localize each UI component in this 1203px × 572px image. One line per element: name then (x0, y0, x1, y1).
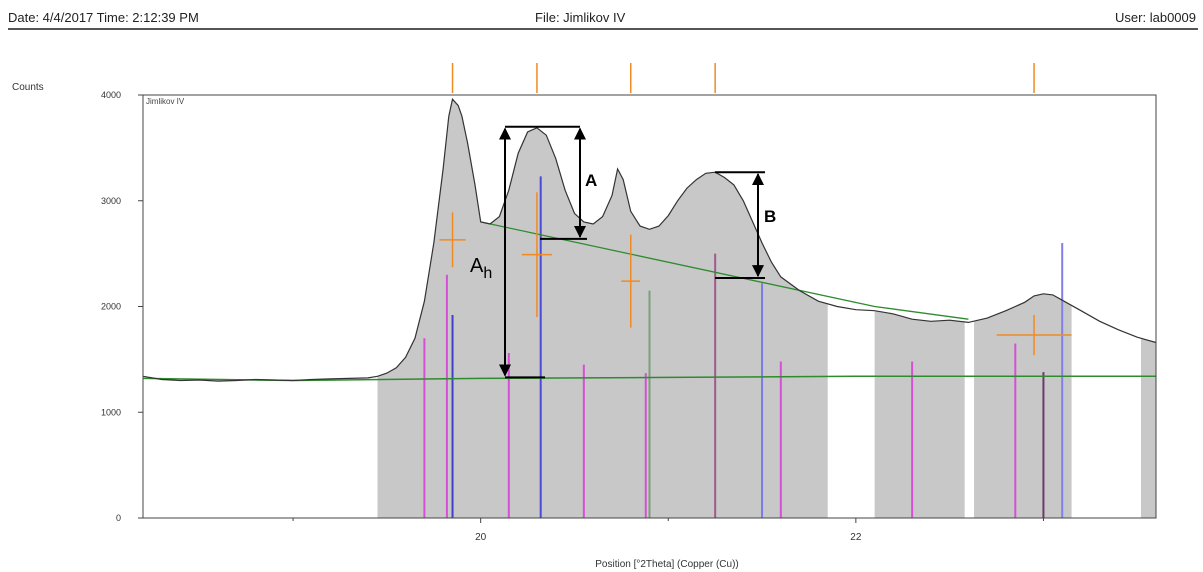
y-tick-label: 3000 (101, 196, 121, 206)
x-tick-label: 20 (475, 532, 487, 543)
b-label: B (764, 207, 776, 226)
pattern-lines (142, 97, 1157, 382)
gray-region (377, 99, 828, 518)
gray-region (1140, 338, 1156, 518)
user-text: User: lab0009 (1115, 10, 1196, 25)
gray-region (874, 310, 965, 518)
peak-markers (439, 63, 1072, 356)
fit-line (480, 221, 969, 320)
pattern-line (142, 97, 1157, 382)
y-tick-label: 2000 (101, 302, 121, 312)
x-tick-label: 22 (850, 532, 862, 543)
a-label: A (585, 171, 597, 190)
ah-label: Ah (470, 255, 492, 282)
y-tick-label: 4000 (101, 90, 121, 100)
gray-region (974, 293, 1072, 518)
gray-fill-regions (377, 99, 1156, 518)
file-name-text: File: Jimlikov IV (535, 10, 626, 25)
y-tick-label: 1000 (101, 407, 121, 417)
reference-sticks (423, 176, 1064, 518)
report-header: Date: 4/4/2017 Time: 2:12:39 PM File: Ji… (8, 6, 1198, 32)
y-axis-label: Counts (12, 82, 44, 93)
plot-frame (142, 94, 1157, 519)
header-divider (8, 28, 1198, 30)
series-label: Jimlikov IV (146, 97, 185, 106)
date-time-text: Date: 4/4/2017 Time: 2:12:39 PM (8, 10, 199, 25)
y-tick-label: 0 (116, 513, 121, 523)
measurement-annotations: Ah A B (470, 125, 776, 379)
x-axis-label: Position [°2Theta] (Copper (Cu)) (595, 559, 739, 570)
